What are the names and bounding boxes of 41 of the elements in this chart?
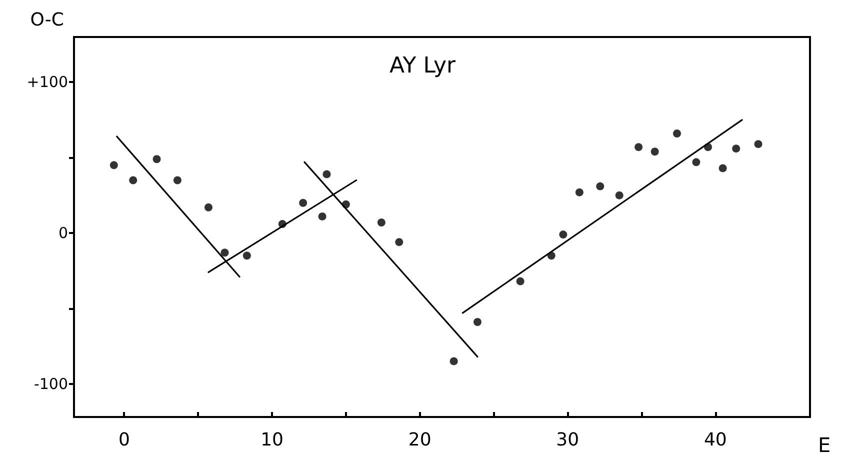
point	[318, 212, 326, 220]
point	[615, 191, 624, 200]
point	[377, 218, 386, 226]
x-tick-label: 0	[118, 430, 130, 450]
point	[204, 203, 212, 212]
y-tick-label: -100	[34, 374, 68, 393]
y-tick-label: +100	[26, 73, 68, 92]
point	[754, 140, 762, 148]
y-axis-title: O-C	[30, 10, 64, 30]
point	[322, 170, 331, 178]
point	[278, 220, 286, 228]
x-tick-label: 40	[704, 430, 727, 450]
point	[704, 143, 712, 152]
point	[732, 144, 740, 153]
text: AY Lyr	[389, 54, 456, 78]
point	[650, 148, 659, 156]
point	[718, 164, 727, 172]
point	[342, 200, 350, 208]
point	[692, 158, 700, 166]
point	[450, 357, 458, 366]
point	[242, 252, 251, 260]
x-tick-label: 20	[408, 430, 432, 450]
point	[559, 230, 568, 239]
y-tick-label: 0	[58, 224, 68, 242]
x-tick-label: 30	[556, 430, 580, 450]
point	[395, 238, 404, 246]
point	[473, 318, 482, 326]
point	[516, 277, 524, 286]
point	[173, 176, 182, 184]
point	[596, 182, 604, 190]
point	[220, 248, 229, 257]
point	[547, 252, 556, 260]
x-axis-title: E	[818, 433, 831, 455]
point	[575, 188, 584, 196]
point	[634, 143, 643, 152]
point	[672, 130, 681, 138]
point	[129, 176, 138, 184]
point	[110, 161, 118, 170]
point	[152, 155, 161, 164]
point	[299, 198, 308, 207]
x-tick-label: 10	[260, 430, 284, 450]
